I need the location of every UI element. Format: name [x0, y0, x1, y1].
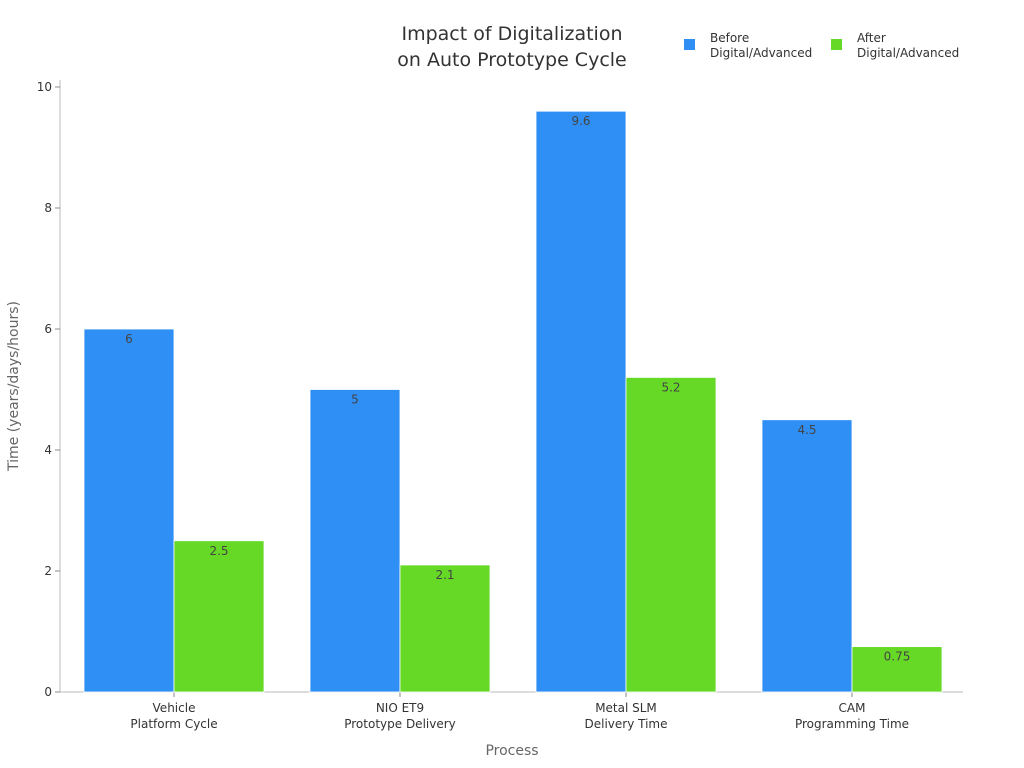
bar	[399, 564, 491, 693]
y-tick-label: 10	[37, 80, 52, 94]
bar	[173, 540, 265, 693]
bar-value-label: 2.5	[209, 544, 228, 558]
chart-title-line: Impact of Digitalization	[401, 23, 622, 45]
legend-swatch	[684, 39, 695, 50]
legend-label: Digital/Advanced	[857, 46, 959, 60]
bar-value-label: 4.5	[797, 423, 816, 437]
y-tick-label: 2	[44, 564, 52, 578]
bar	[851, 646, 943, 693]
bar-value-label: 6	[125, 332, 133, 346]
y-tick-label: 6	[44, 322, 52, 336]
bar	[761, 419, 853, 693]
legend-label: After	[857, 31, 886, 45]
x-tick-label: CAM	[839, 701, 866, 715]
legend-label: Digital/Advanced	[710, 46, 812, 60]
bar-value-label: 9.6	[571, 114, 590, 128]
y-tick-label: 0	[44, 685, 52, 699]
x-tick-label: Prototype Delivery	[344, 717, 456, 731]
legend-swatch	[831, 39, 842, 50]
x-axis-title: Process	[485, 743, 538, 759]
bar-value-label: 5	[351, 393, 359, 407]
chart-title-line: on Auto Prototype Cycle	[397, 49, 626, 71]
x-tick-label: Delivery Time	[585, 717, 668, 731]
x-tick-label: NIO ET9	[376, 701, 424, 715]
bar	[625, 376, 717, 693]
legend-label: Before	[710, 31, 749, 45]
y-tick-label: 4	[44, 443, 52, 457]
bar	[83, 328, 175, 693]
bar	[535, 110, 627, 693]
x-tick-label: Programming Time	[795, 717, 909, 731]
x-tick-label: Vehicle	[153, 701, 196, 715]
bar-value-label: 2.1	[435, 568, 454, 582]
x-tick-label: Metal SLM	[595, 701, 657, 715]
y-axis-title: Time (years/days/hours)	[6, 301, 22, 472]
bar	[309, 389, 401, 693]
bar-value-label: 0.75	[884, 650, 911, 664]
bar-value-label: 5.2	[661, 380, 680, 394]
y-tick-label: 8	[44, 201, 52, 215]
x-tick-label: Platform Cycle	[130, 717, 217, 731]
